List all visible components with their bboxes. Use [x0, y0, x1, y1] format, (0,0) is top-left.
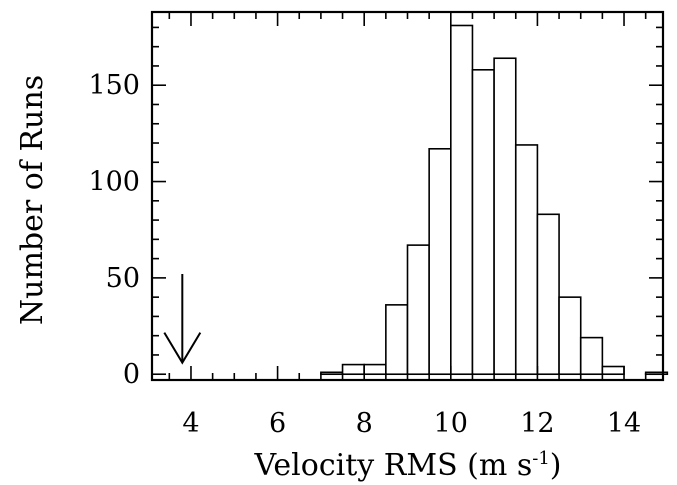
histogram-bar — [514, 144, 539, 376]
y-axis-label: Number of Runs — [15, 75, 50, 325]
histogram-bar — [493, 57, 517, 376]
y-tick-label: 50 — [106, 263, 140, 294]
y-tick-label: 100 — [88, 167, 140, 198]
histogram-bar — [406, 244, 430, 376]
histogram-bar — [320, 371, 344, 376]
bars-group — [320, 24, 669, 376]
x-tick-label: 12 — [520, 408, 554, 439]
x-axis-label-suffix: ) — [550, 448, 562, 483]
histogram-bar — [363, 363, 387, 376]
histogram-bar — [471, 69, 495, 376]
histogram-bar — [536, 213, 560, 376]
histogram-bar — [428, 147, 452, 376]
x-axis-label-main: Velocity RMS (m s — [254, 448, 533, 483]
x-tick-label: 10 — [434, 408, 468, 439]
y-tick-label: 150 — [88, 70, 140, 101]
histogram-bar — [341, 363, 365, 376]
histogram-bar — [558, 296, 582, 376]
histogram-bar — [450, 24, 474, 376]
histogram-bar — [579, 336, 604, 376]
arrow-head — [163, 332, 202, 365]
x-axis-label: Velocity RMS (m s-1) — [254, 448, 562, 483]
arrow-marker — [163, 274, 202, 365]
x-tick-label: 14 — [607, 408, 641, 439]
y-tick-label: 0 — [123, 359, 140, 390]
x-tick-label: 4 — [182, 408, 199, 439]
histogram-bar — [601, 365, 625, 376]
x-axis-label-superscript: -1 — [532, 448, 550, 469]
x-tick-label: 8 — [356, 408, 373, 439]
histogram-bar — [385, 304, 409, 376]
x-tick-label: 6 — [269, 408, 286, 439]
ticks-group: 4 6 8 10 12 14 0 50 100 150 — [88, 12, 663, 439]
